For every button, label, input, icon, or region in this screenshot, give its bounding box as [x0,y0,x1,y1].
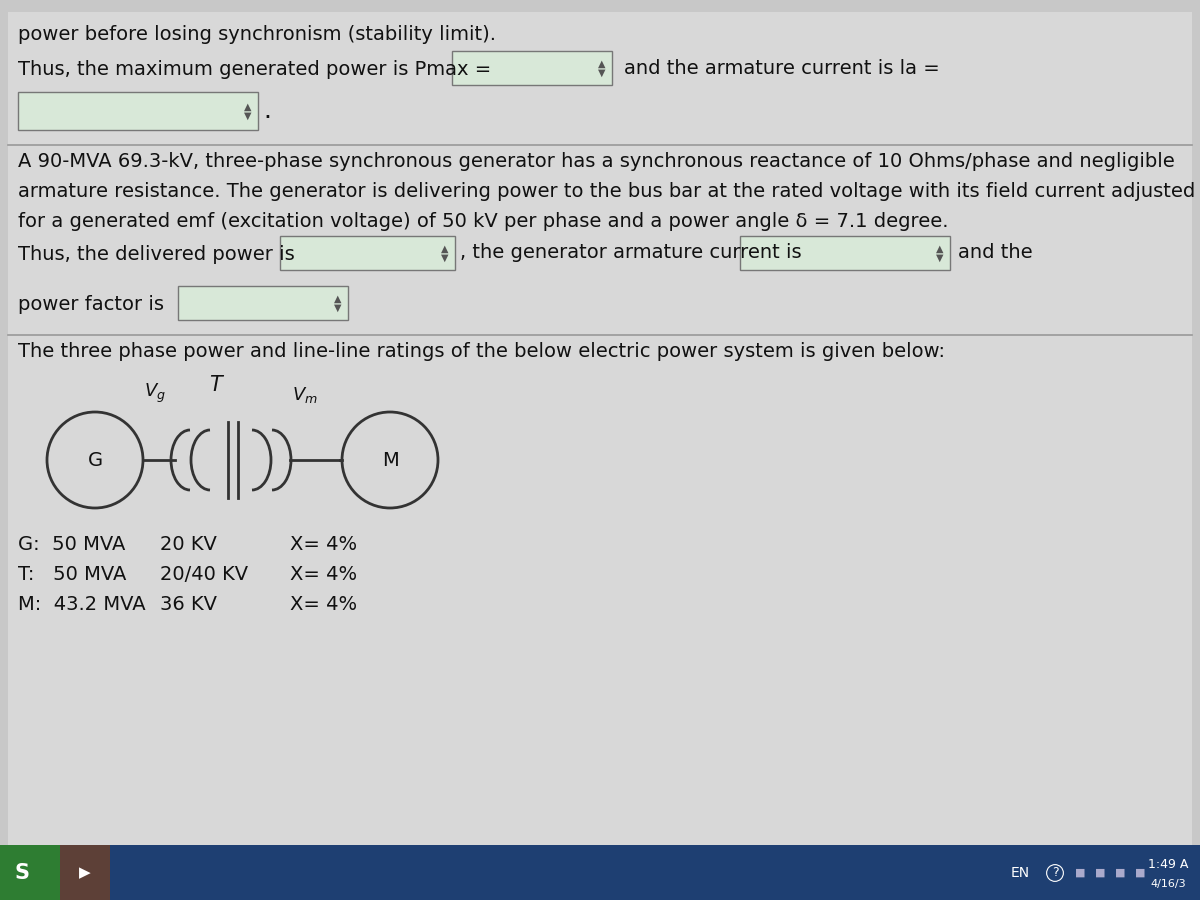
Text: 4/16/3: 4/16/3 [1150,879,1186,889]
Text: power factor is: power factor is [18,295,164,314]
Text: ▲
▼: ▲ ▼ [245,102,252,121]
Text: Thus, the delivered power is: Thus, the delivered power is [18,245,295,264]
Text: ▲
▼: ▲ ▼ [442,244,449,263]
Bar [178,286,348,320]
Bar [0,845,60,900]
Text: Thus, the maximum generated power is Pmax =: Thus, the maximum generated power is Pma… [18,60,491,79]
Text: ?: ? [1051,867,1058,879]
Text: M: M [382,451,398,470]
Text: for a generated emf (excitation voltage) of 50 kV per phase and a power angle δ : for a generated emf (excitation voltage)… [18,212,948,231]
Text: A 90-MVA 69.3-kV, three-phase synchronous generator has a synchronous reactance : A 90-MVA 69.3-kV, three-phase synchronou… [18,152,1175,171]
Bar [452,51,612,85]
Text: G: G [88,451,102,470]
Text: 20/40 KV: 20/40 KV [160,565,248,584]
Text: G:  50 MVA: G: 50 MVA [18,535,125,554]
Text: 1:49 A: 1:49 A [1148,858,1188,870]
Text: ▲
▼: ▲ ▼ [599,58,606,77]
Text: 36 KV: 36 KV [160,595,217,614]
Text: X= 4%: X= 4% [290,595,358,614]
Bar [8,12,1192,180]
Text: X= 4%: X= 4% [290,565,358,584]
Bar [0,845,1200,900]
Text: T: T [209,375,221,395]
Text: T:   50 MVA: T: 50 MVA [18,565,126,584]
Text: S: S [14,863,30,883]
Text: ▶: ▶ [79,866,91,880]
Text: and the: and the [958,244,1033,263]
Text: ■: ■ [1115,868,1126,878]
Bar [8,150,1192,360]
Text: $V_m$: $V_m$ [292,385,318,405]
Text: ■: ■ [1075,868,1085,878]
Text: ■: ■ [1094,868,1105,878]
Text: 20 KV: 20 KV [160,535,217,554]
Bar [8,340,1192,900]
Text: ■: ■ [1135,868,1145,878]
Text: , the generator armature current is: , the generator armature current is [460,244,802,263]
Text: X= 4%: X= 4% [290,535,358,554]
Text: and the armature current is la =: and the armature current is la = [624,58,940,77]
Bar [280,236,455,270]
Text: .: . [263,99,271,123]
Bar [60,845,110,900]
Bar [18,92,258,130]
Text: M:  43.2 MVA: M: 43.2 MVA [18,595,145,614]
Text: power before losing synchronism (stability limit).: power before losing synchronism (stabili… [18,25,496,44]
Text: EN: EN [1010,866,1030,880]
Text: $V_g$: $V_g$ [144,382,166,405]
Text: armature resistance. The generator is delivering power to the bus bar at the rat: armature resistance. The generator is de… [18,182,1195,201]
Bar [740,236,950,270]
Text: ▲
▼: ▲ ▼ [936,244,943,263]
Text: The three phase power and line-line ratings of the below electric power system i: The three phase power and line-line rati… [18,342,946,361]
Text: ▲
▼: ▲ ▼ [335,293,342,312]
